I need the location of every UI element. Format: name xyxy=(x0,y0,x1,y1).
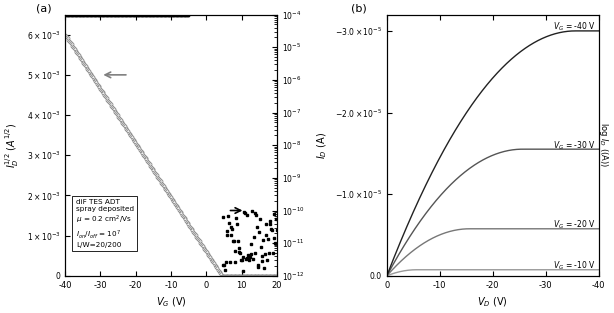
Text: $V_G$ = -30 V: $V_G$ = -30 V xyxy=(553,139,596,151)
Y-axis label: $I_D^{1/2}$ $(A^{1/2})$: $I_D^{1/2}$ $(A^{1/2})$ xyxy=(4,123,21,168)
X-axis label: $V_D$ (V): $V_D$ (V) xyxy=(478,295,508,309)
X-axis label: $V_G$ (V): $V_G$ (V) xyxy=(156,295,187,309)
Text: $V_G$ = -20 V: $V_G$ = -20 V xyxy=(553,219,596,231)
Y-axis label: log $I_D$ ((A)): log $I_D$ ((A)) xyxy=(597,122,610,168)
Text: (b): (b) xyxy=(351,4,367,14)
Text: (a): (a) xyxy=(36,4,51,14)
Text: $V_G$ = -10 V: $V_G$ = -10 V xyxy=(553,260,596,272)
Y-axis label: $I_D$ (A): $I_D$ (A) xyxy=(316,132,329,159)
Text: $V_G$ = -40 V: $V_G$ = -40 V xyxy=(553,21,596,33)
Text: diF TES ADT
spray deposited
$\mu$ = 0.2 cm$^2$/Vs
$I_{on}/I_{off}$ = 10$^7$
L/W=: diF TES ADT spray deposited $\mu$ = 0.2 … xyxy=(76,199,134,248)
